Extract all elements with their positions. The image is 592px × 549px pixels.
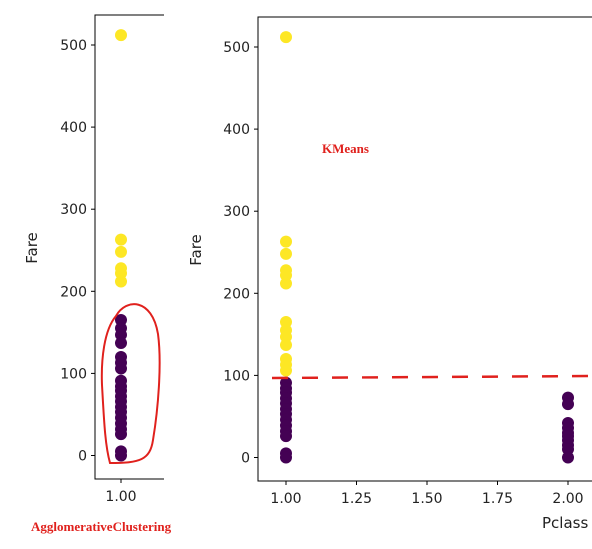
scatter-point-cluster-0 (115, 337, 127, 350)
ytick-label: 500 (223, 40, 250, 56)
ytick-label: 100 (223, 368, 250, 384)
right-yticks: 0 100 200 300 400 500 (223, 40, 258, 467)
agglomerative-label: AgglomerativeClustering (31, 519, 172, 534)
scatter-point-cluster-1 (280, 277, 292, 290)
right-ylabel: Fare (187, 234, 205, 266)
dashed-threshold-line (271, 374, 592, 380)
scatter-point-cluster-0 (562, 451, 574, 464)
scatter-point-cluster-1 (280, 247, 292, 260)
right-points (280, 31, 574, 464)
scatter-point-cluster-1 (280, 330, 292, 343)
ytick-label: 100 (60, 366, 87, 382)
xtick-label: 1.00 (270, 491, 301, 507)
scatter-point-cluster-0 (562, 443, 574, 456)
right-axes-frame (257, 16, 592, 482)
scatter-point-cluster-1 (280, 269, 292, 282)
scatter-point-cluster-1 (280, 31, 292, 44)
scatter-point-cluster-0 (115, 328, 127, 341)
scatter-point-cluster-0 (115, 428, 127, 441)
xtick-label: 1.75 (482, 491, 513, 507)
scatter-point-cluster-1 (115, 29, 127, 42)
scatter-point-cluster-0 (562, 398, 574, 411)
scatter-point-cluster-1 (115, 275, 127, 288)
scatter-point-cluster-1 (115, 245, 127, 258)
left-chart: 0 100 200 300 400 500 1.00 Fare Agglomerative… (23, 14, 172, 534)
xtick-label: 1.25 (341, 491, 372, 507)
left-yticks: 0 100 200 300 400 500 (60, 38, 95, 465)
right-xlabel: Pclass (542, 514, 588, 532)
left-xticks: 1.00 (105, 479, 137, 505)
right-chart: 0 100 200 300 400 500 1.00 1.25 1.50 1.75 2.00 Fa… (187, 16, 592, 532)
xtick-label: 2.00 (552, 491, 583, 507)
kmeans-label: KMeans (322, 141, 369, 156)
scatter-point-cluster-0 (115, 449, 127, 462)
scatter-point-cluster-0 (115, 362, 127, 375)
scatter-point-cluster-0 (115, 314, 127, 327)
scatter-point-cluster-0 (280, 430, 292, 443)
ytick-label: 300 (60, 202, 87, 218)
left-points (115, 29, 127, 462)
ytick-label: 200 (223, 286, 250, 302)
scatter-point-cluster-1 (280, 235, 292, 248)
left-ylabel: Fare (23, 232, 41, 264)
ytick-label: 400 (223, 122, 250, 138)
ytick-label: 200 (60, 284, 87, 300)
ytick-label: 0 (241, 451, 250, 467)
left-axes-frame (94, 14, 164, 480)
ytick-label: 0 (78, 449, 87, 465)
xtick-label: 1.00 (105, 489, 136, 505)
scatter-point-cluster-1 (115, 267, 127, 280)
scatter-point-cluster-0 (280, 451, 292, 464)
right-xticks: 1.00 1.25 1.50 1.75 2.00 (270, 481, 584, 507)
xtick-label: 1.50 (411, 491, 442, 507)
ytick-label: 400 (60, 120, 87, 136)
scatter-point-cluster-1 (280, 364, 292, 377)
scatter-point-cluster-1 (280, 316, 292, 329)
scatter-point-cluster-1 (280, 339, 292, 352)
ytick-label: 300 (223, 204, 250, 220)
ytick-label: 500 (60, 38, 87, 54)
hand-drawn-loop (100, 303, 161, 465)
scatter-point-cluster-1 (115, 233, 127, 246)
